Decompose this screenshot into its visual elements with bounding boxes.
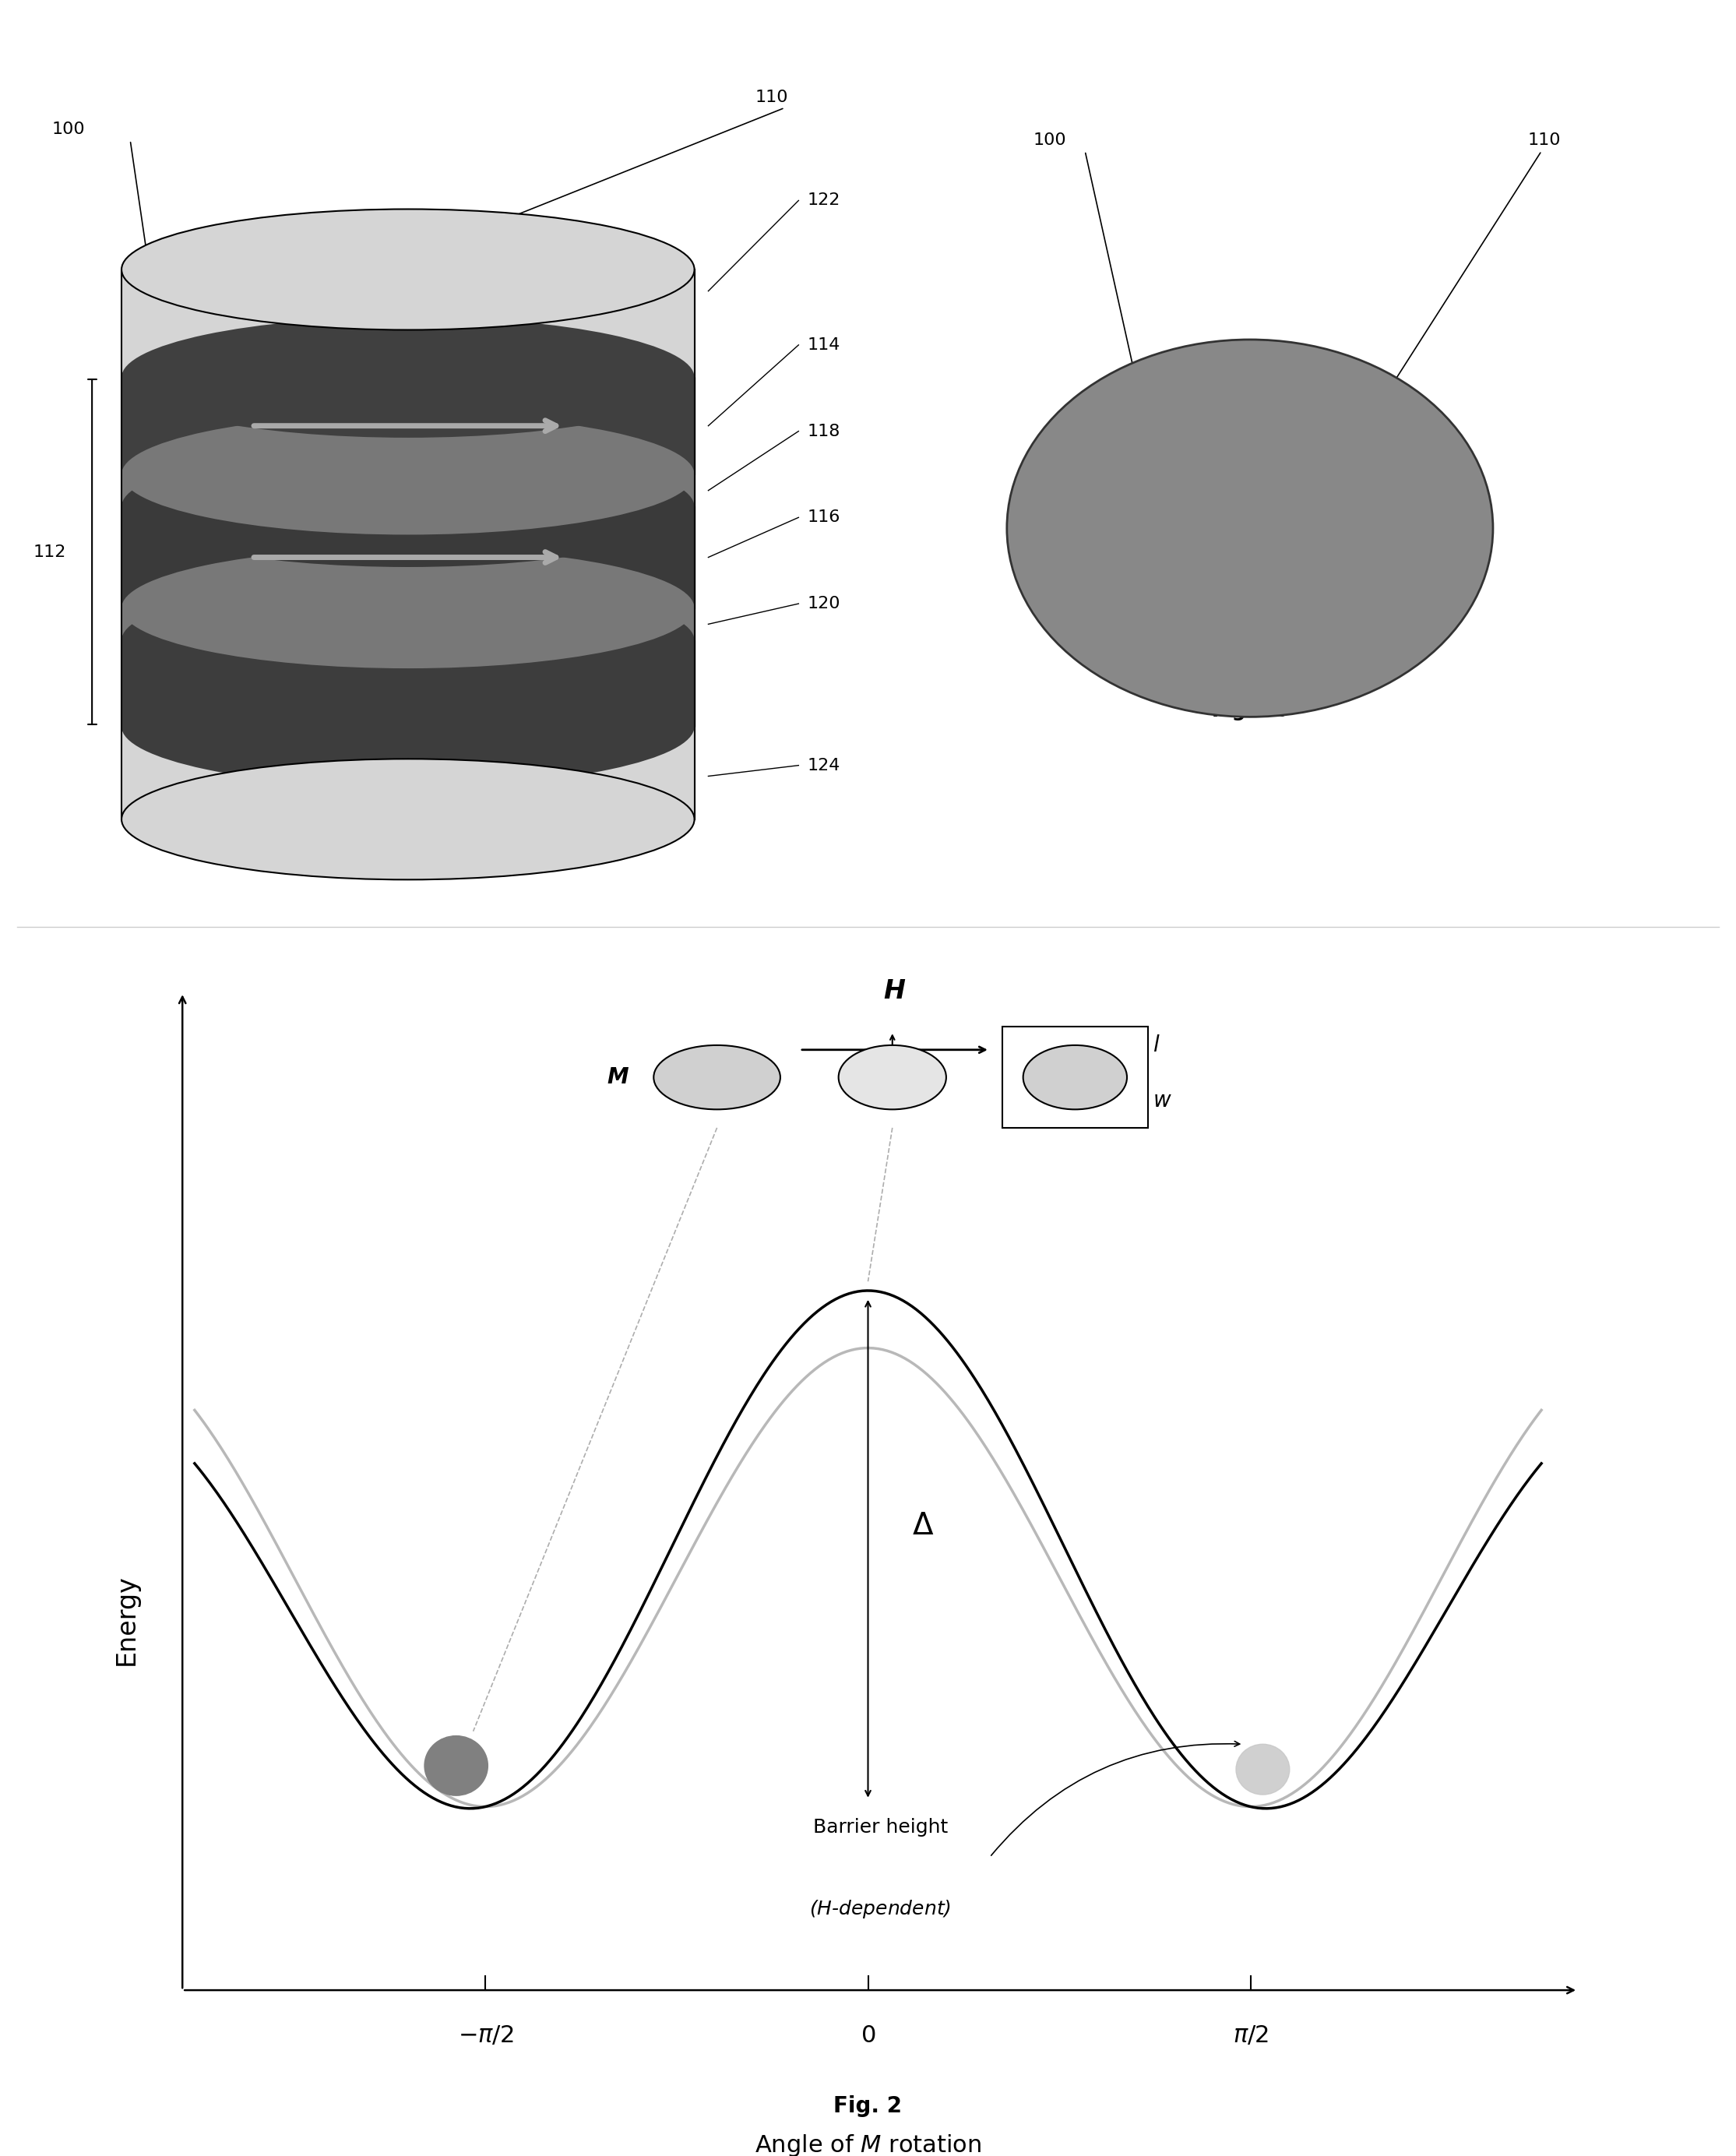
Ellipse shape [122,414,694,535]
Text: $\bfit{H}$: $\bfit{H}$ [884,979,906,1005]
Text: $\pi/2$: $\pi/2$ [1233,2024,1269,2048]
Ellipse shape [122,759,694,880]
FancyBboxPatch shape [1002,1026,1147,1128]
Text: 114: 114 [807,336,840,354]
Bar [122,608,694,640]
Text: 110: 110 [1528,132,1561,149]
Ellipse shape [122,548,694,668]
Text: Fig. 1b: Fig. 1b [1212,703,1288,720]
Text: 124: 124 [807,757,840,774]
Ellipse shape [122,209,694,330]
Ellipse shape [122,759,694,880]
Ellipse shape [1007,341,1493,716]
Text: 122: 122 [807,192,840,209]
Text: Angle of $\mathbf{\mathit{M}}$ rotation: Angle of $\mathbf{\mathit{M}}$ rotation [755,2132,981,2156]
Bar [122,727,694,819]
Bar [122,474,694,507]
Ellipse shape [1023,1046,1127,1110]
Text: $\Delta$: $\Delta$ [911,1511,934,1542]
Text: 116: 116 [807,509,840,526]
Text: 118: 118 [807,423,840,440]
Bar [122,640,694,727]
Text: Fig. 1a: Fig. 1a [370,854,446,871]
Ellipse shape [654,1046,779,1110]
Ellipse shape [122,666,694,787]
Ellipse shape [122,580,694,701]
Bar [122,377,694,474]
Bar [122,270,694,377]
Ellipse shape [122,209,694,330]
Text: 112: 112 [33,543,66,561]
Text: $0$: $0$ [861,2024,875,2048]
Text: ($H$-dependent): ($H$-dependent) [809,1899,951,1921]
Text: Barrier height: Barrier height [812,1818,948,1837]
Circle shape [1236,1744,1290,1794]
Circle shape [425,1736,488,1796]
Text: $w$: $w$ [1153,1089,1172,1110]
Ellipse shape [838,1046,946,1110]
Ellipse shape [122,446,694,567]
Bar [122,507,694,608]
Text: $-\pi/2$: $-\pi/2$ [458,2024,514,2048]
Text: Fig. 2: Fig. 2 [833,2096,903,2117]
Text: 100: 100 [1033,132,1066,149]
Text: 100: 100 [52,121,85,138]
Text: 120: 120 [807,595,840,612]
Text: $\bfit{M}$: $\bfit{M}$ [606,1067,628,1089]
Text: 110: 110 [755,88,788,106]
Ellipse shape [122,317,694,438]
Text: $l$: $l$ [1153,1035,1160,1056]
Text: Energy: Energy [113,1574,139,1664]
